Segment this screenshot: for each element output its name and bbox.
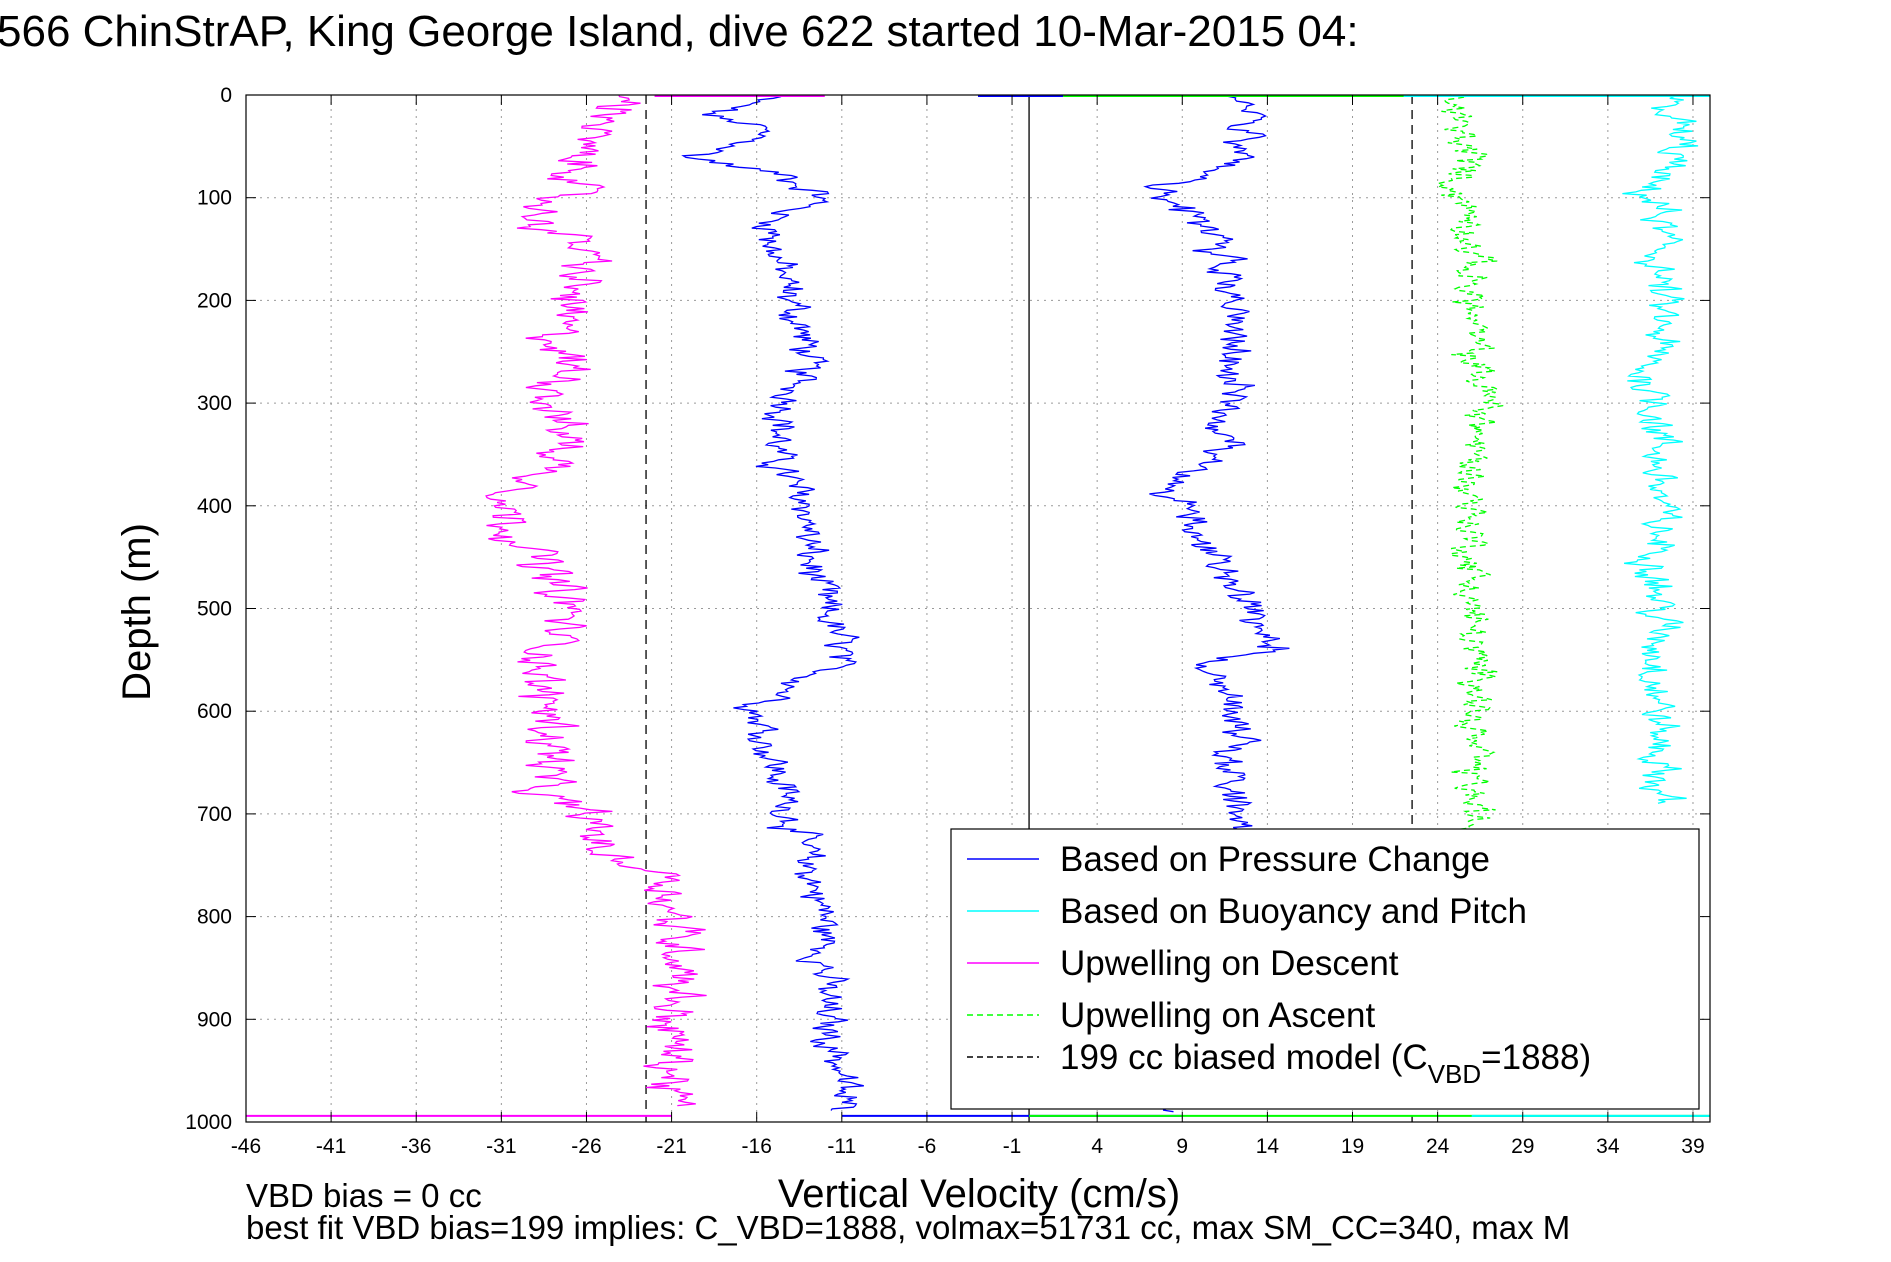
legend-label-subscript: VBD — [1428, 1059, 1481, 1089]
x-tick-label: -41 — [316, 1135, 346, 1158]
y-tick-label: 0 — [220, 84, 232, 107]
x-tick-label: 34 — [1596, 1135, 1620, 1158]
y-tick-label: 300 — [197, 392, 232, 415]
legend-box — [950, 828, 1700, 1110]
x-tick-label: -11 — [827, 1135, 856, 1158]
x-tick-label: 9 — [1176, 1135, 1188, 1158]
annotation-best-fit: best fit VBD bias=199 implies: C_VBD=188… — [246, 1209, 1570, 1246]
x-tick-label: -26 — [571, 1135, 601, 1158]
x-tick-label: -31 — [486, 1135, 516, 1158]
x-tick-label: -36 — [401, 1135, 431, 1158]
series-line — [485, 94, 707, 1107]
legend-label-end: =1888) — [1481, 1038, 1591, 1077]
x-tick-label: -1 — [1003, 1135, 1022, 1158]
x-tick-label: 4 — [1091, 1135, 1103, 1158]
y-tick-label: 500 — [197, 598, 232, 621]
y-axis-label: Depth (m) — [115, 523, 159, 701]
series-line — [1435, 94, 1504, 834]
x-tick-label: 14 — [1256, 1135, 1280, 1158]
x-tick-label: 19 — [1341, 1135, 1364, 1158]
x-axis-label: Vertical Velocity (cm/s) — [778, 1172, 1180, 1216]
series-line — [1622, 94, 1699, 804]
chart-title: 566 ChinStrAP, King George Island, dive … — [0, 7, 1359, 56]
y-tick-label: 900 — [197, 1008, 232, 1031]
annotation-vbd-bias: VBD bias = 0 cc — [246, 1177, 482, 1214]
x-tick-label: -6 — [918, 1135, 937, 1158]
y-tick-label: 100 — [197, 187, 232, 210]
legend-label: Upwelling on Ascent — [1060, 996, 1375, 1035]
axes: -46 -41 -36 -31 -26 -21 -16 -11 -6 -1 4 9 14 19 24 29 34… — [185, 84, 1711, 1158]
x-tick-label: 39 — [1681, 1135, 1704, 1158]
y-tick-label: 1000 — [185, 1111, 232, 1134]
x-tick-label: 24 — [1426, 1135, 1450, 1158]
legend-label: Based on Buoyancy and Pitch — [1060, 892, 1527, 931]
series-line-pressure-descent — [681, 94, 864, 1111]
x-tick-label: 29 — [1511, 1135, 1534, 1158]
x-tick-label: -21 — [656, 1135, 686, 1158]
y-tick-label: 200 — [197, 289, 232, 312]
legend-label-main: 199 cc biased model (C — [1060, 1038, 1428, 1077]
y-tick-label: 700 — [197, 803, 232, 826]
legend-label: Upwelling on Descent — [1060, 944, 1399, 983]
y-tick-label: 400 — [197, 495, 232, 518]
legend-label: Based on Pressure Change — [1060, 840, 1490, 879]
legend: Based on Pressure Change Based on Buoyanc… — [950, 828, 1700, 1110]
y-tick-label: 600 — [197, 700, 232, 723]
legend-label: 199 cc biased model (CVBD=1888) — [1060, 1038, 1591, 1089]
x-tick-label: -16 — [742, 1135, 772, 1158]
x-tick-label: -46 — [231, 1135, 261, 1158]
y-tick-label: 800 — [197, 906, 232, 929]
